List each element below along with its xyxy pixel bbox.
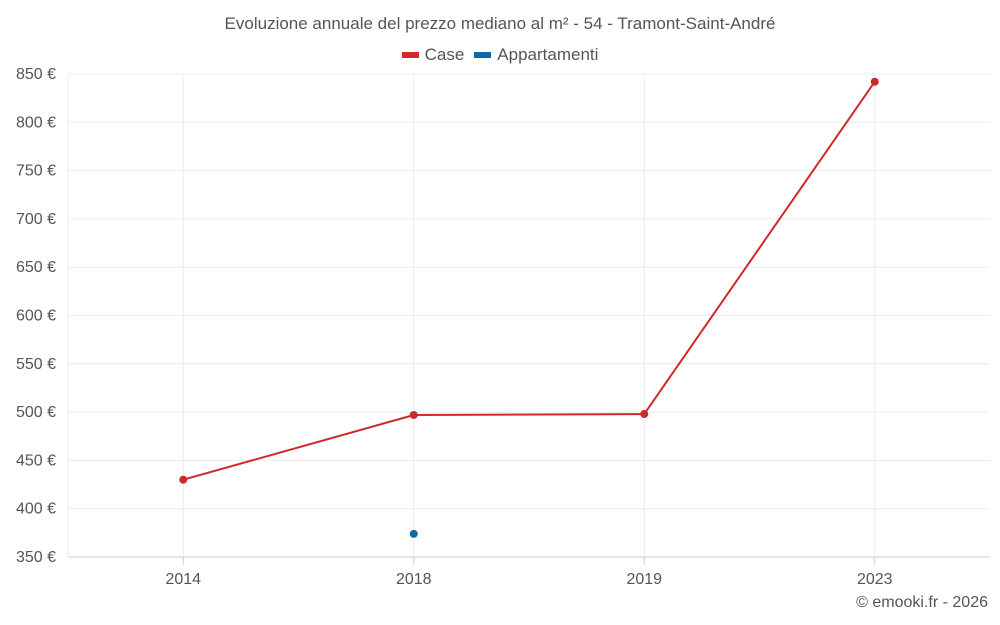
y-tick-label: 800 € bbox=[16, 114, 56, 131]
legend-label-case: Case bbox=[424, 45, 465, 64]
y-tick-label: 350 € bbox=[16, 549, 56, 566]
y-tick-label: 450 € bbox=[16, 452, 56, 469]
legend-swatch-case bbox=[401, 52, 419, 58]
legend: Case Appartamenti bbox=[0, 45, 1000, 65]
data-point-appartamenti bbox=[409, 529, 418, 538]
y-tick-label: 600 € bbox=[16, 308, 56, 325]
data-point-case bbox=[870, 77, 879, 86]
data-point-case bbox=[179, 475, 188, 484]
chart-title: Evoluzione annuale del prezzo mediano al… bbox=[224, 14, 776, 33]
y-tick-label: 500 € bbox=[16, 404, 56, 421]
legend-label-appartamenti: Appartamenti bbox=[497, 45, 599, 64]
y-tick-label: 400 € bbox=[16, 501, 56, 518]
x-tick-label: 2018 bbox=[396, 571, 432, 588]
y-tick-label: 750 € bbox=[16, 163, 56, 180]
y-tick-label: 650 € bbox=[16, 259, 56, 276]
legend-item-case[interactable]: Case bbox=[401, 45, 465, 65]
data-point-case bbox=[640, 410, 649, 419]
y-tick-label: 550 € bbox=[16, 356, 56, 373]
x-tick-label: 2014 bbox=[165, 571, 201, 588]
data-point-case bbox=[409, 410, 418, 419]
x-tick-label: 2019 bbox=[626, 571, 662, 588]
y-tick-label: 850 € bbox=[16, 66, 56, 83]
series-line-case bbox=[182, 81, 876, 481]
credit-text: © emooki.fr - 2026 bbox=[856, 594, 988, 611]
legend-item-appartamenti[interactable]: Appartamenti bbox=[474, 45, 598, 65]
x-tick-label: 2023 bbox=[857, 571, 893, 588]
legend-swatch-appartamenti bbox=[474, 52, 492, 58]
y-tick-label: 700 € bbox=[16, 211, 56, 228]
